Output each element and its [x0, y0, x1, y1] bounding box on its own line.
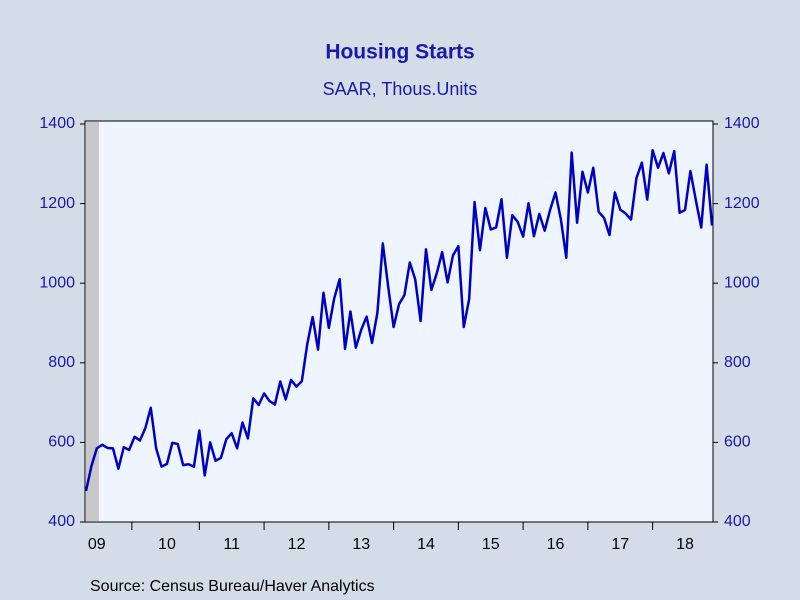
- y-tick-label: 600: [48, 434, 75, 451]
- recession-shading: [86, 122, 99, 521]
- chart-subtitle: SAAR, Thous.Units: [323, 79, 478, 99]
- y2-tick-label: 600: [724, 434, 751, 451]
- y-tick-label: 1400: [39, 115, 75, 132]
- x-tick-label: 15: [482, 536, 500, 553]
- data-line: [84, 149, 714, 492]
- x-tick-label: 18: [676, 536, 694, 553]
- y2-tick-label: 1400: [724, 115, 760, 132]
- plot-area: [84, 120, 714, 523]
- y-tick-label: 400: [48, 513, 75, 530]
- x-tick-label: 17: [611, 536, 629, 553]
- y2-tick-label: 1000: [724, 274, 760, 291]
- y2-tick-label: 1200: [724, 195, 760, 212]
- chart-title: Housing Starts: [325, 41, 474, 64]
- source: Source: Census Bureau/Haver Analytics: [90, 578, 375, 595]
- y2-tick-label: 400: [724, 513, 751, 530]
- x-tick-label: 11: [223, 536, 240, 553]
- x-tick-label: 13: [352, 536, 370, 553]
- y2-tick-label: 800: [724, 354, 751, 371]
- x-tick-label: 12: [288, 536, 306, 553]
- y-tick-label: 1200: [39, 195, 75, 212]
- x-tick-label: 16: [547, 536, 565, 553]
- x-tick-label: 10: [158, 536, 176, 553]
- y-tick-label: 800: [48, 354, 75, 371]
- y-tick-label: 1000: [39, 274, 75, 291]
- x-tick-label: 09: [88, 536, 106, 553]
- x-tick-label: 14: [417, 536, 435, 553]
